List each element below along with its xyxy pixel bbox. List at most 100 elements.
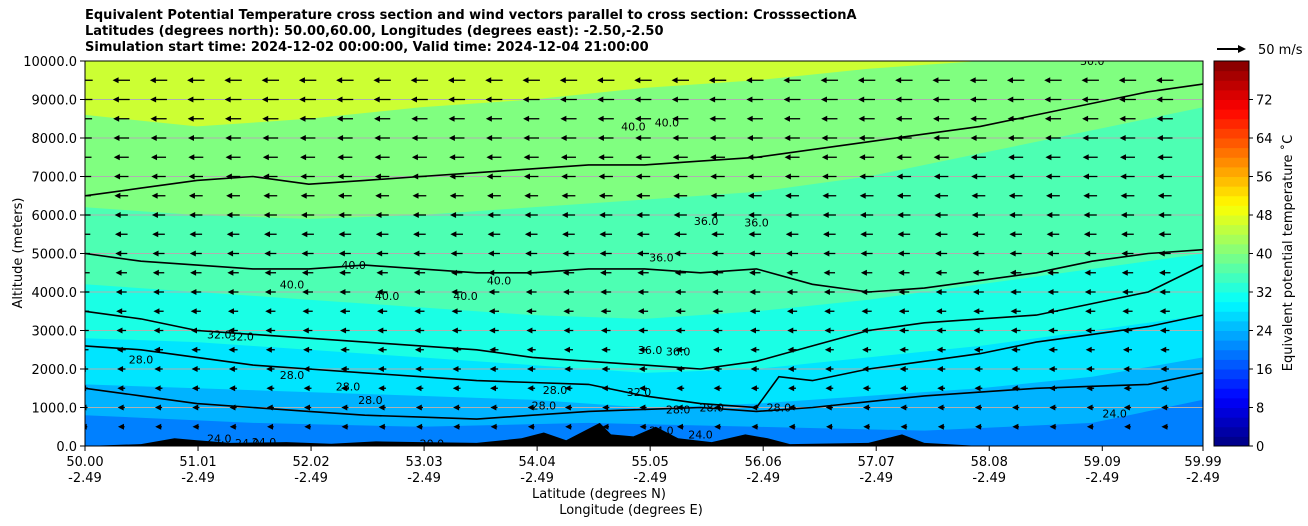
colorbar-step-37 <box>1214 80 1249 91</box>
wind-vector-head-390 <box>823 231 830 238</box>
colorbar-step-30 <box>1214 147 1249 158</box>
wind-vector-head-97 <box>266 385 273 392</box>
wind-vector-head-22 <box>117 366 124 372</box>
wind-vector-head-375 <box>784 154 791 161</box>
wind-vector-head-359 <box>746 96 753 103</box>
wind-vector-head-42 <box>154 346 161 353</box>
wind-vector-head-367 <box>786 308 793 315</box>
wind-vector-head-519 <box>1085 308 1092 315</box>
wind-vector-head-562 <box>1158 212 1165 218</box>
wind-vector-head-219 <box>487 231 494 238</box>
wind-vector-head-149 <box>336 115 343 122</box>
wind-vector-head-415 <box>858 115 865 122</box>
wind-vector-head-61 <box>191 346 198 353</box>
colorbar-step-31 <box>1214 138 1249 149</box>
wind-vector-head-40 <box>154 385 161 392</box>
wind-vector-head-315 <box>673 212 680 218</box>
wind-vector-head-436 <box>895 77 902 84</box>
wind-vector-head-136 <box>340 366 347 372</box>
wind-vector-head-52 <box>151 154 158 161</box>
wind-vector-head-563 <box>1157 192 1164 199</box>
wind-vector-head-430 <box>896 192 903 199</box>
wind-vector-head-93 <box>224 96 231 103</box>
wind-vector-head-565 <box>1157 154 1164 161</box>
wind-vector-head-353 <box>748 212 755 218</box>
wind-vector-head-161 <box>376 250 383 257</box>
wind-vector-head-393 <box>822 173 829 180</box>
wind-vector-head-150 <box>336 96 343 103</box>
wind-vector-head-444 <box>935 289 942 295</box>
wind-vector-head-164 <box>375 192 382 199</box>
wind-vector-head-425 <box>898 289 905 295</box>
wind-vector-head-74 <box>187 96 194 103</box>
wind-vector-head-139 <box>339 308 346 315</box>
wind-vector-head-187 <box>411 115 418 122</box>
wind-vector-head-460 <box>973 346 980 353</box>
wind-vector-head-50 <box>151 192 158 199</box>
wind-vector-head-242 <box>523 154 530 161</box>
colorbar-tick-label-2: 16 <box>1256 363 1273 378</box>
wind-vector-head-311 <box>674 289 681 295</box>
wind-vector-head-553 <box>1160 385 1167 392</box>
wind-vector-head-497 <box>1048 366 1055 372</box>
wind-vector-head-234 <box>526 308 533 315</box>
wind-vector-head-53 <box>150 135 157 141</box>
wind-vector-head-441 <box>936 346 943 353</box>
wind-vector-head-63 <box>190 308 197 315</box>
wind-vector-head-182 <box>412 212 419 218</box>
wind-vector-head-125 <box>301 212 307 218</box>
wind-vector-head-105 <box>264 231 271 238</box>
wind-vector-head-221 <box>487 192 494 199</box>
wind-vector-head-417 <box>857 77 864 84</box>
colorbar-step-10 <box>1214 340 1249 351</box>
colorbar-step-20 <box>1214 243 1249 254</box>
wind-vector-head-127 <box>300 173 307 180</box>
x-tick-label-lat-8: 58.08 <box>971 455 1008 470</box>
wind-vector-head-418 <box>900 423 907 430</box>
wind-vector-head-244 <box>523 115 530 122</box>
y-tick-label-4: 4000.0 <box>32 286 78 301</box>
x-tick-label-lon-4: -2.49 <box>520 471 554 486</box>
wind-vector-head-23 <box>116 346 123 353</box>
wind-vector-head-287 <box>639 385 646 392</box>
wind-vector-head-524 <box>1083 212 1090 218</box>
wind-vector-head-419 <box>900 404 907 411</box>
wind-vector-head-438 <box>937 404 944 411</box>
wind-vector-head-167 <box>374 135 381 141</box>
wind-vector-head-101 <box>265 308 272 315</box>
wind-vector-head-80 <box>228 346 235 353</box>
wind-vector-head-548 <box>1119 115 1126 122</box>
wind-vector-head-116 <box>303 385 310 392</box>
wind-vector-head-541 <box>1121 250 1128 257</box>
wind-vector-head-335 <box>710 192 717 199</box>
wind-vector-head-536 <box>1122 346 1129 353</box>
wind-vector-head-328 <box>712 327 719 334</box>
wind-vector-head-468 <box>971 192 978 199</box>
wind-vector-head-289 <box>638 346 645 353</box>
wind-vector-head-94 <box>224 77 231 84</box>
contour-label-15: 28.0 <box>358 394 383 407</box>
wind-vector-head-26 <box>115 289 122 295</box>
x-tick-label-lon-8: -2.49 <box>972 471 1006 486</box>
y-tick-label-7: 7000.0 <box>32 171 78 186</box>
colorbar-step-12 <box>1214 320 1249 331</box>
contour-label-11: 32.0 <box>229 330 254 343</box>
wind-vector-head-151 <box>336 77 343 84</box>
wind-vector-head-270 <box>601 346 608 353</box>
contour-label-1: 40.0 <box>655 117 680 130</box>
x-axis: 50.00-2.4951.01-2.4952.02-2.4953.03-2.49… <box>66 446 1222 486</box>
wind-vector-head-21 <box>117 385 124 392</box>
wind-vector-head-104 <box>264 250 271 257</box>
wind-vector-head-178 <box>414 289 420 295</box>
wind-vector-head-189 <box>410 77 417 84</box>
wind-vector-head-249 <box>564 385 571 392</box>
wind-vector-head-224 <box>486 135 493 141</box>
wind-vector-head-200 <box>450 231 457 238</box>
contour-label-0: 40.0 <box>621 120 646 133</box>
wind-vector-head-300 <box>635 135 642 141</box>
wind-vector-head-431 <box>896 173 903 180</box>
wind-vector-head-279 <box>598 173 605 180</box>
wind-vector-head-480 <box>1010 327 1017 334</box>
x-tick-label-lon-2: -2.49 <box>294 471 328 486</box>
wind-vector-head-567 <box>1156 115 1163 122</box>
